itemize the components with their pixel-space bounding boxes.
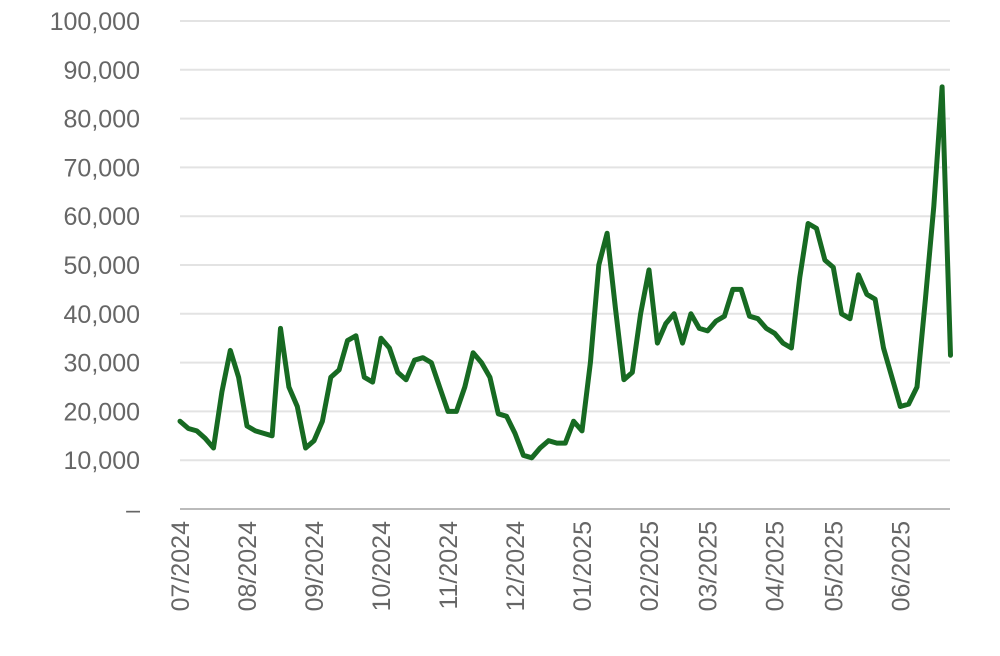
y-tick-label: 60,000 — [64, 203, 140, 231]
x-tick-label: 03/2025 — [695, 521, 723, 611]
y-tick-label: – — [126, 496, 140, 524]
x-tick-label: 08/2024 — [234, 521, 262, 611]
x-tick-label: 06/2025 — [887, 521, 915, 611]
x-tick-label: 12/2024 — [502, 521, 530, 611]
x-tick-label: 04/2025 — [762, 521, 790, 611]
data-line — [177, 84, 953, 461]
y-tick-label: 20,000 — [64, 398, 140, 426]
y-tick-label: 30,000 — [64, 350, 140, 378]
x-tick-label: 11/2024 — [435, 521, 463, 610]
x-tick-label: 01/2025 — [569, 521, 597, 611]
x-tick-label: 10/2024 — [368, 521, 396, 611]
x-tick-label: 05/2025 — [820, 521, 848, 611]
y-tick-label: 40,000 — [64, 301, 140, 329]
y-tick-label: 100,000 — [50, 8, 140, 36]
x-tick-label: 09/2024 — [301, 521, 329, 611]
x-tick-label: 07/2024 — [167, 521, 195, 611]
x-tick-label: 02/2025 — [636, 521, 664, 611]
y-tick-label: 70,000 — [64, 154, 140, 182]
y-tick-label: 50,000 — [64, 252, 140, 280]
y-tick-label: 10,000 — [64, 447, 140, 475]
y-tick-label: 90,000 — [64, 57, 140, 85]
y-tick-label: 80,000 — [64, 106, 140, 134]
